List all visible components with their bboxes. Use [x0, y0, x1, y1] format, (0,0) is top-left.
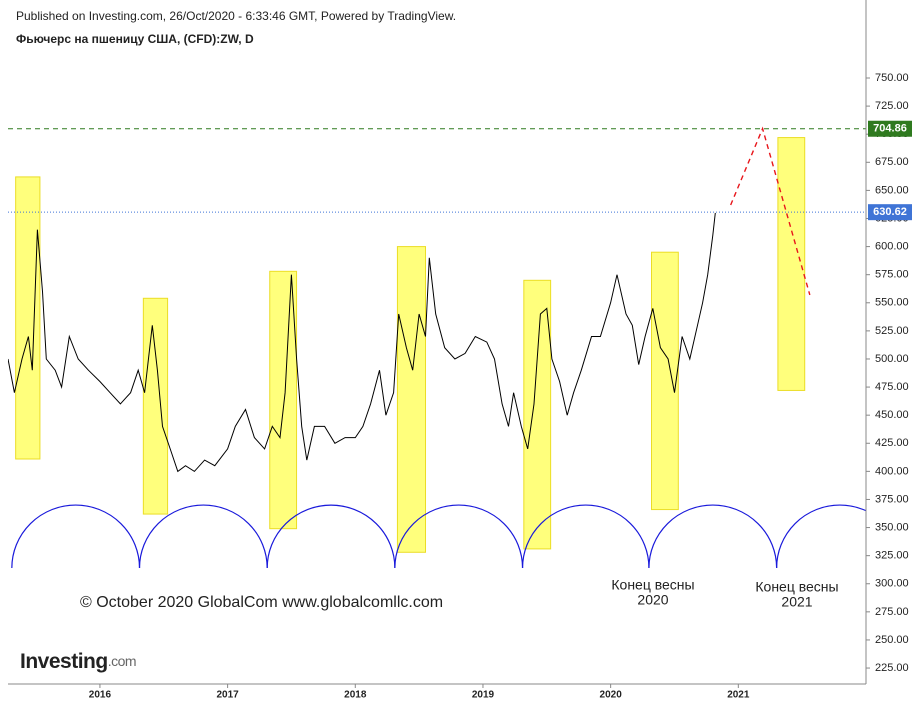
- price-label-box: [868, 120, 912, 137]
- projection-line: [730, 126, 811, 296]
- annotation: 2020: [637, 592, 668, 608]
- highlight-zone: [269, 270, 298, 530]
- x-tick-label: 2018: [344, 690, 367, 701]
- axes: 225.00 250.00 275.00 300.00 325.00 350.00 375.…: [8, 0, 912, 701]
- y-tick-label: 500.00: [875, 353, 909, 365]
- y-tick-label: 575.00: [875, 269, 909, 281]
- highlight-zone: [523, 279, 552, 550]
- copyright: © October 2020 GlobalCom www.globalcomll…: [80, 594, 443, 611]
- x-tick-label: 2020: [600, 690, 623, 701]
- cycle-arc: [648, 504, 778, 569]
- price-label: 704.86: [873, 123, 907, 135]
- y-tick-label: 675.00: [875, 156, 909, 168]
- y-tick-label: 325.00: [875, 550, 909, 562]
- price-label-box: [868, 204, 912, 221]
- y-tick-label: 350.00: [875, 521, 909, 533]
- cycle-arc: [138, 504, 268, 569]
- y-tick-label: 225.00: [875, 662, 909, 674]
- logo-suffix: .com: [108, 653, 136, 669]
- y-tick-label: 525.00: [875, 325, 909, 337]
- annotation: Конец весны: [611, 577, 694, 593]
- cycle-arc: [11, 504, 141, 569]
- highlight-zone: [777, 137, 806, 391]
- x-tick-label: 2019: [472, 690, 495, 701]
- logo: Investing.com: [20, 650, 136, 673]
- y-tick-label: 425.00: [875, 437, 909, 449]
- y-tick-label: 400.00: [875, 465, 909, 477]
- cycle-arc: [394, 504, 524, 569]
- plot-area: [8, 126, 866, 569]
- y-tick-label: 475.00: [875, 381, 909, 393]
- cycle-arc: [776, 504, 866, 569]
- y-tick-label: 650.00: [875, 184, 909, 196]
- chart-title: Фьючерс на пшеницу США, (CFD):ZW, D: [16, 32, 254, 46]
- y-tick-label: 275.00: [875, 606, 909, 618]
- logo-name: Investing: [20, 650, 108, 673]
- highlight-zone: [396, 246, 427, 553]
- price-line: [8, 212, 716, 473]
- highlight-zone: [15, 176, 41, 460]
- y-tick-label: 450.00: [875, 409, 909, 421]
- price-label: 630.62: [873, 206, 907, 218]
- y-tick-label: 750.00: [875, 72, 909, 84]
- highlight-zone: [142, 297, 169, 515]
- x-tick-label: 2016: [89, 690, 112, 701]
- annotation: 2021: [781, 594, 812, 610]
- y-tick-label: 725.00: [875, 100, 909, 112]
- x-tick-label: 2021: [727, 690, 750, 701]
- y-tick-label: 250.00: [875, 634, 909, 646]
- y-tick-label: 600.00: [875, 240, 909, 252]
- highlight-zone: [651, 251, 679, 511]
- y-tick-label: 375.00: [875, 493, 909, 505]
- annotation: Конец весны: [755, 579, 838, 595]
- x-tick-label: 2017: [216, 690, 239, 701]
- cycle-arc: [266, 504, 396, 569]
- cycle-arc: [521, 504, 650, 569]
- y-tick-label: 550.00: [875, 297, 909, 309]
- chart-subtitle: Published on Investing.com, 26/Oct/2020 …: [16, 9, 456, 23]
- y-tick-label: 300.00: [875, 578, 909, 590]
